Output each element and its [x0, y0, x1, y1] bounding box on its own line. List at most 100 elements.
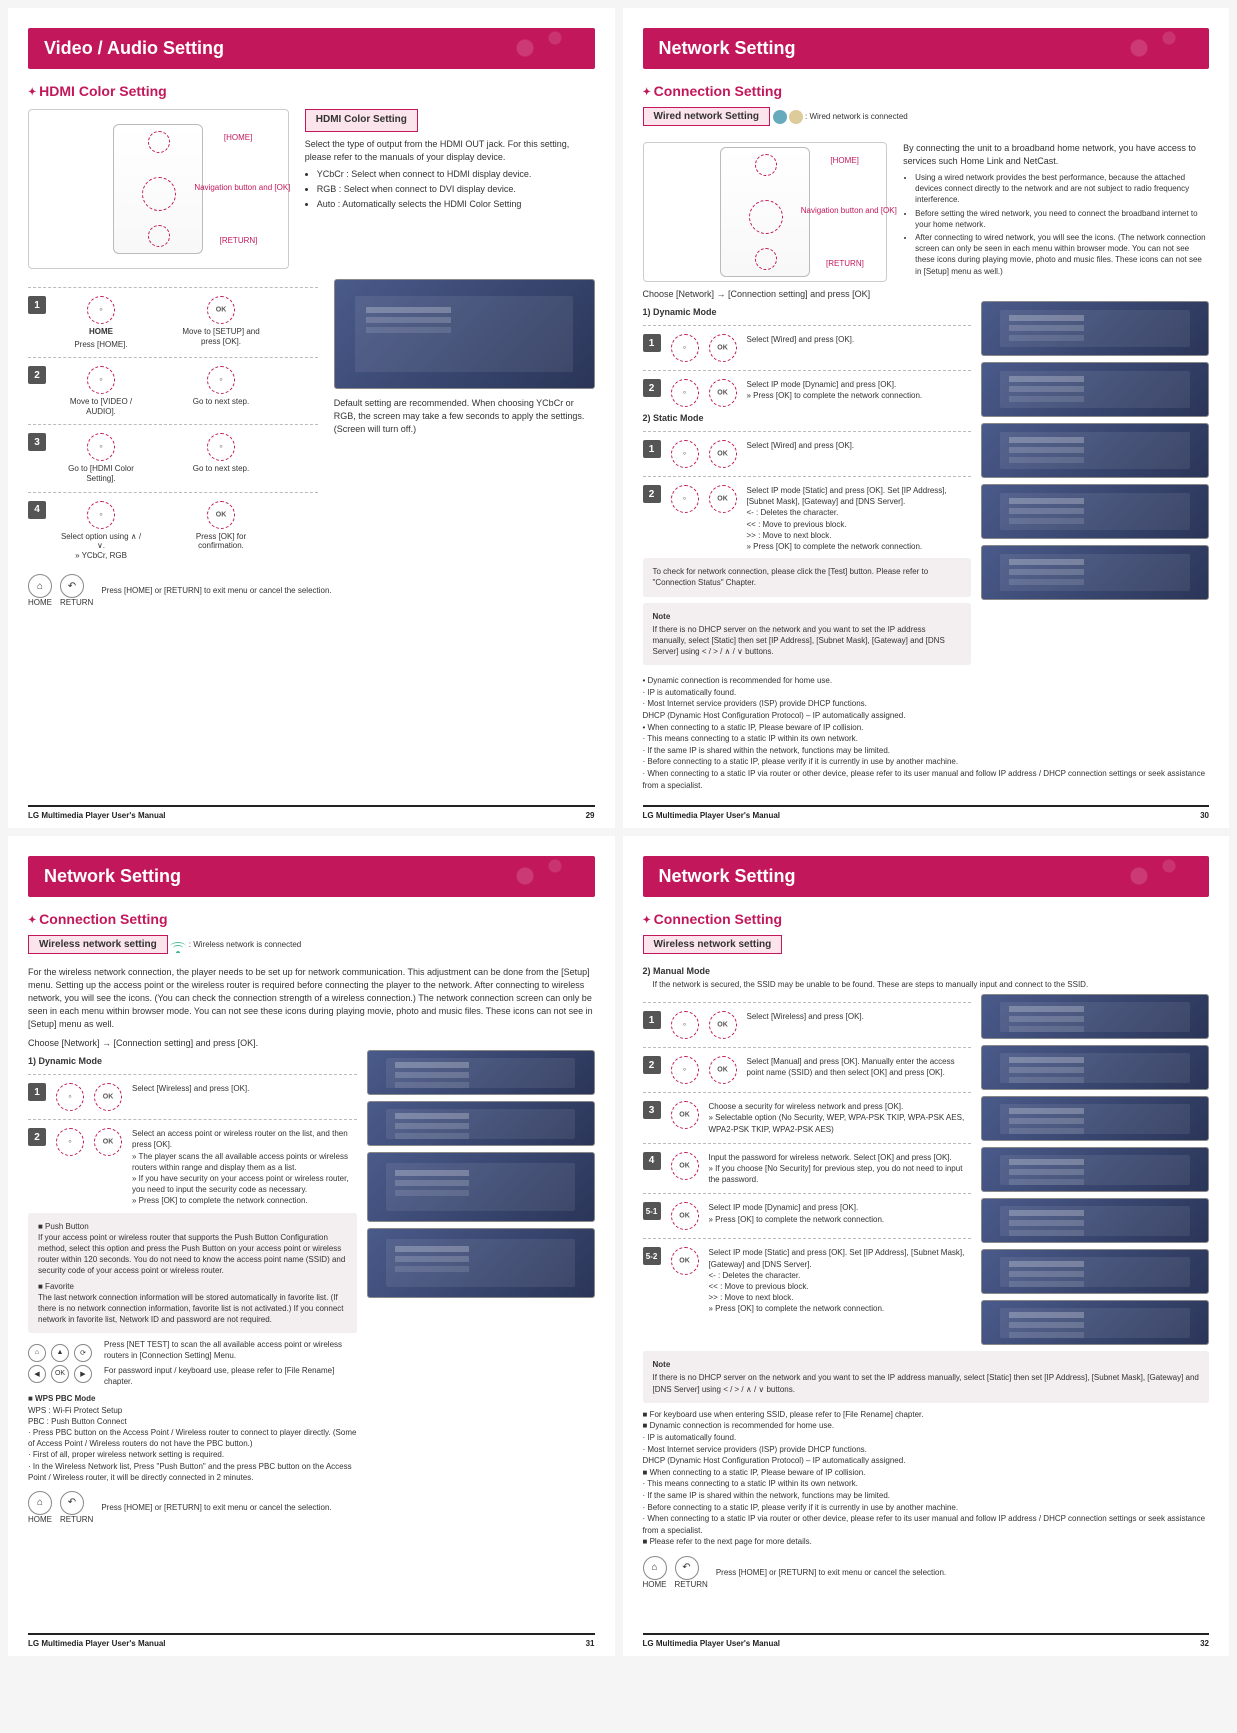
nav-icon: [671, 379, 699, 407]
ok-icon: [709, 440, 737, 468]
ui-screenshot: [367, 1101, 595, 1146]
page-footer: LG Multimedia Player User's Manual 31: [28, 1633, 595, 1648]
test-note: To check for network connection, please …: [643, 558, 972, 596]
wps-block: ■ WPS PBC Mode WPS : Wi-Fi Protect Setup…: [28, 1393, 357, 1483]
ui-screenshot: [981, 1045, 1209, 1090]
ok-icon: [709, 1011, 737, 1039]
ok-icon: [671, 1247, 699, 1275]
panel-item: Auto : Automatically selects the HDMI Co…: [317, 198, 595, 211]
wifi-icon: [170, 937, 186, 953]
page-title: Network Setting: [28, 856, 595, 897]
intro: For the wireless network connection, the…: [28, 966, 595, 1031]
ui-screenshot: [367, 1228, 595, 1298]
page-footer: LG Multimedia Player User's Manual 30: [643, 805, 1210, 820]
intro-copy: By connecting the unit to a broadband ho…: [903, 142, 1209, 282]
step-4: 4 Select option using ∧ / ∨. » YCbCr, RG…: [28, 501, 318, 561]
diagram-return-label: [RETURN]: [220, 236, 258, 245]
home-icon[interactable]: ⌂: [643, 1556, 667, 1580]
page-footer: LG Multimedia Player User's Manual 32: [643, 1633, 1210, 1648]
page-title: Network Setting: [643, 856, 1210, 897]
page-30: Network Setting Connection Setting Wired…: [623, 8, 1230, 828]
panel-copy: HDMI Color Setting Select the type of ou…: [305, 109, 595, 269]
step-1: 1 HOMEPress [HOME]. Move to [SETUP] and …: [28, 296, 318, 349]
choose-line: Choose [Network] → [Connection setting] …: [643, 288, 1210, 301]
ui-screenshot: [981, 423, 1209, 478]
remote-key: ◀: [28, 1365, 46, 1383]
ui-screenshot: [981, 301, 1209, 356]
ui-screenshot: [981, 1300, 1209, 1345]
home-return-row: ⌂HOME ↶RETURN Press [HOME] or [RETURN] t…: [643, 1556, 1210, 1589]
dhcp-note: Note If there is no DHCP server on the n…: [643, 1351, 1210, 1403]
page-title: Network Setting: [643, 28, 1210, 69]
nav-icon: [87, 296, 115, 324]
remote-diagram: [HOME] Navigation button and [OK] [RETUR…: [643, 142, 888, 282]
home-icon[interactable]: ⌂: [28, 574, 52, 598]
ui-screenshot: [981, 994, 1209, 1039]
ui-screenshot: [981, 545, 1209, 600]
ui-screenshot: [334, 279, 595, 389]
steps-row: 1 HOMEPress [HOME]. Move to [SETUP] and …: [28, 279, 595, 566]
return-icon[interactable]: ↶: [60, 1491, 84, 1515]
panel-item: RGB : Select when connect to DVI display…: [317, 183, 595, 196]
ui-screenshot: [367, 1152, 595, 1222]
nav-icon: [671, 1056, 699, 1084]
dynamic-title: 1) Dynamic Mode: [643, 307, 972, 317]
return-icon[interactable]: ↶: [60, 574, 84, 598]
nav-icon: [87, 433, 115, 461]
ui-screenshot: [981, 484, 1209, 539]
section-subhead: Connection Setting: [643, 83, 1210, 99]
ui-screenshot: [981, 1147, 1209, 1192]
nav-icon: [671, 1011, 699, 1039]
static-title: 2) Static Mode: [643, 413, 972, 423]
nav-icon: [207, 366, 235, 394]
wireless-label: Wireless network setting: [643, 935, 783, 954]
footer-bullets: ■ For keyboard use when entering SSID, p…: [643, 1409, 1210, 1548]
ui-screenshot: [367, 1050, 595, 1095]
diagram-home-label: [HOME]: [224, 133, 252, 142]
ui-screenshot: [981, 1249, 1209, 1294]
nav-icon: [671, 334, 699, 362]
manual-title: 2) Manual Mode: [643, 966, 1210, 976]
diagram-nav-label: Navigation button and [OK]: [194, 183, 290, 192]
default-note: Default setting are recommended. When ch…: [334, 397, 595, 436]
section-subhead: Connection Setting: [28, 911, 595, 927]
ui-screenshot: [981, 362, 1209, 417]
panel-body: Select the type of output from the HDMI …: [305, 138, 595, 164]
home-return-row: ⌂HOME ↶RETURN Press [HOME] or [RETURN] t…: [28, 1491, 357, 1524]
home-return-text: Press [HOME] or [RETURN] to exit menu or…: [101, 586, 331, 595]
page-grid: Video / Audio Setting HDMI Color Setting…: [0, 0, 1237, 1664]
remote-key: OK: [51, 1365, 69, 1383]
ok-icon: [709, 379, 737, 407]
ok-icon: [671, 1101, 699, 1129]
ok-icon: [207, 296, 235, 324]
page-footer: LG Multimedia Player User's Manual 29: [28, 805, 595, 820]
page-title: Video / Audio Setting: [28, 28, 595, 69]
wired-label: Wired network Setting: [643, 107, 770, 126]
section-subhead: HDMI Color Setting: [28, 83, 595, 99]
ok-icon: [709, 1056, 737, 1084]
step-2: 2 Move to [VIDEO / AUDIO]. Go to next st…: [28, 366, 318, 416]
remote-key: ▲: [51, 1344, 69, 1362]
wireless-connected-text: : Wireless network is connected: [189, 940, 302, 949]
page-32: Network Setting Connection Setting Wirel…: [623, 836, 1230, 1656]
nav-icon: [87, 366, 115, 394]
ok-icon: [94, 1128, 122, 1156]
ok-icon: [709, 334, 737, 362]
wireless-label: Wireless network setting: [28, 935, 168, 954]
return-icon[interactable]: ↶: [675, 1556, 699, 1580]
dynamic-title: 1) Dynamic Mode: [28, 1056, 357, 1066]
home-return-row: ⌂HOME ↶RETURN Press [HOME] or [RETURN] t…: [28, 574, 595, 607]
dhcp-note: Note If there is no DHCP server on the n…: [643, 603, 972, 666]
home-icon[interactable]: ⌂: [28, 1491, 52, 1515]
choose-line: Choose [Network] → [Connection setting] …: [28, 1037, 595, 1050]
ui-screenshot: [981, 1096, 1209, 1141]
push-favorite-box: ■ Push Button If your access point or wi…: [28, 1213, 357, 1334]
panel-title: HDMI Color Setting: [305, 109, 418, 132]
ui-screenshot: [981, 1198, 1209, 1243]
top-row: [HOME] Navigation button and [OK] [RETUR…: [28, 109, 595, 269]
remote-diagram: [HOME] Navigation button and [OK] [RETUR…: [28, 109, 289, 269]
panel-item: YCbCr : Select when connect to HDMI disp…: [317, 168, 595, 181]
manual-intro: If the network is secured, the SSID may …: [643, 979, 1210, 990]
ok-icon: [671, 1202, 699, 1230]
nav-icon: [87, 501, 115, 529]
